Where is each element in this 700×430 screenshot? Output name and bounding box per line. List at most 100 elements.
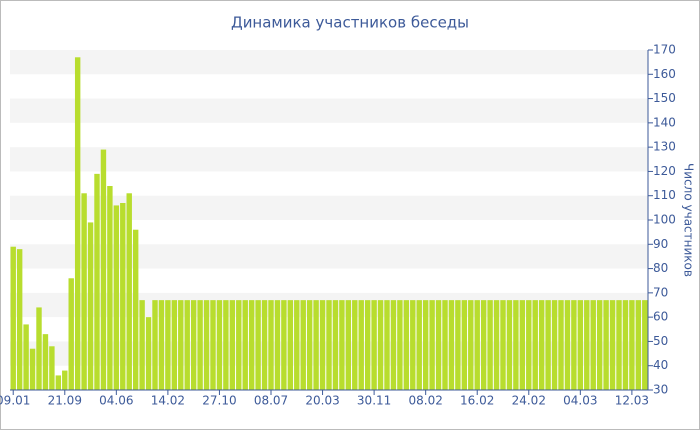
y-tick-label: 120 [653, 164, 676, 178]
chart-title: Динамика участников беседы [231, 14, 469, 32]
bar [216, 300, 223, 390]
bar [519, 300, 526, 390]
bar [377, 300, 384, 390]
x-tick-label: 08.02 [408, 394, 442, 408]
bar [255, 300, 261, 390]
bar [403, 300, 410, 390]
x-tick-label: 20.03 [305, 394, 339, 408]
bar [371, 300, 377, 390]
bar [158, 300, 165, 390]
bar [281, 300, 287, 390]
bar [29, 348, 36, 390]
bar [468, 300, 474, 390]
bar [422, 300, 429, 390]
bar [178, 300, 184, 390]
x-tick-label: 08.07 [254, 394, 288, 408]
bar [506, 300, 513, 390]
bar [242, 300, 248, 390]
bar [152, 300, 158, 390]
bar [500, 300, 506, 390]
bar [113, 205, 120, 390]
grid-band [10, 98, 648, 123]
y-tick-label: 130 [653, 140, 676, 154]
bar [410, 300, 416, 390]
bar [332, 300, 339, 390]
bar [16, 249, 23, 390]
bar [339, 300, 345, 390]
bar [435, 300, 442, 390]
bar [577, 300, 584, 390]
y-tick-label: 90 [653, 237, 668, 251]
bar [584, 300, 590, 390]
bar [526, 300, 532, 390]
bar [571, 300, 577, 390]
bar [81, 193, 87, 390]
bar [197, 300, 203, 390]
bar [596, 300, 603, 390]
bar [184, 300, 190, 390]
y-tick-label: 100 [653, 213, 676, 227]
bar [538, 300, 545, 390]
bar [248, 300, 255, 390]
bar [306, 300, 313, 390]
bar [94, 173, 100, 390]
bar [364, 300, 371, 390]
bar [642, 300, 648, 390]
bar [203, 300, 210, 390]
bar [36, 307, 42, 390]
x-tick-label: 14.02 [151, 394, 185, 408]
x-tick-label: 04.06 [99, 394, 133, 408]
bar [23, 324, 29, 390]
bar [171, 300, 178, 390]
y-tick-label: 30 [653, 383, 668, 397]
bar [461, 300, 468, 390]
y-tick-label: 170 [653, 43, 676, 57]
bar [345, 300, 352, 390]
x-tick-label: 24.02 [512, 394, 546, 408]
bar [132, 229, 139, 390]
bar [558, 300, 564, 390]
bar [42, 334, 49, 390]
bar [223, 300, 229, 390]
bar [210, 300, 216, 390]
bar [287, 300, 294, 390]
bar [313, 300, 319, 390]
bar [190, 300, 197, 390]
bar [635, 300, 642, 390]
bar [532, 300, 538, 390]
bar [429, 300, 435, 390]
bar [474, 300, 480, 390]
bar [352, 300, 358, 390]
y-tick-label: 50 [653, 334, 668, 348]
bar [274, 300, 281, 390]
x-tick-label: 30.11 [357, 394, 391, 408]
x-tick-label: 04.03 [563, 394, 597, 408]
bar [551, 300, 558, 390]
bar [87, 222, 94, 390]
bar [139, 300, 145, 390]
grid-band [10, 50, 648, 75]
bar [629, 300, 635, 390]
bar [358, 300, 364, 390]
bar [145, 317, 152, 390]
bar [10, 246, 16, 390]
y-tick-label: 150 [653, 91, 676, 105]
bar [100, 149, 107, 390]
bar [609, 300, 616, 390]
bar [384, 300, 390, 390]
grid-band [10, 147, 648, 172]
bar [74, 57, 81, 391]
x-tick-label: 12.03 [615, 394, 649, 408]
bar [493, 300, 500, 390]
bar [390, 300, 397, 390]
bar [416, 300, 422, 390]
x-tick-label: 16.02 [460, 394, 494, 408]
bar [480, 300, 487, 390]
y-tick-label: 70 [653, 285, 668, 299]
bar [442, 300, 448, 390]
y-axis-label: Число участников [682, 163, 696, 277]
bar [616, 300, 622, 390]
y-tick-label: 110 [653, 188, 676, 202]
bar [545, 300, 551, 390]
x-tick-label: 09.01 [0, 394, 30, 408]
